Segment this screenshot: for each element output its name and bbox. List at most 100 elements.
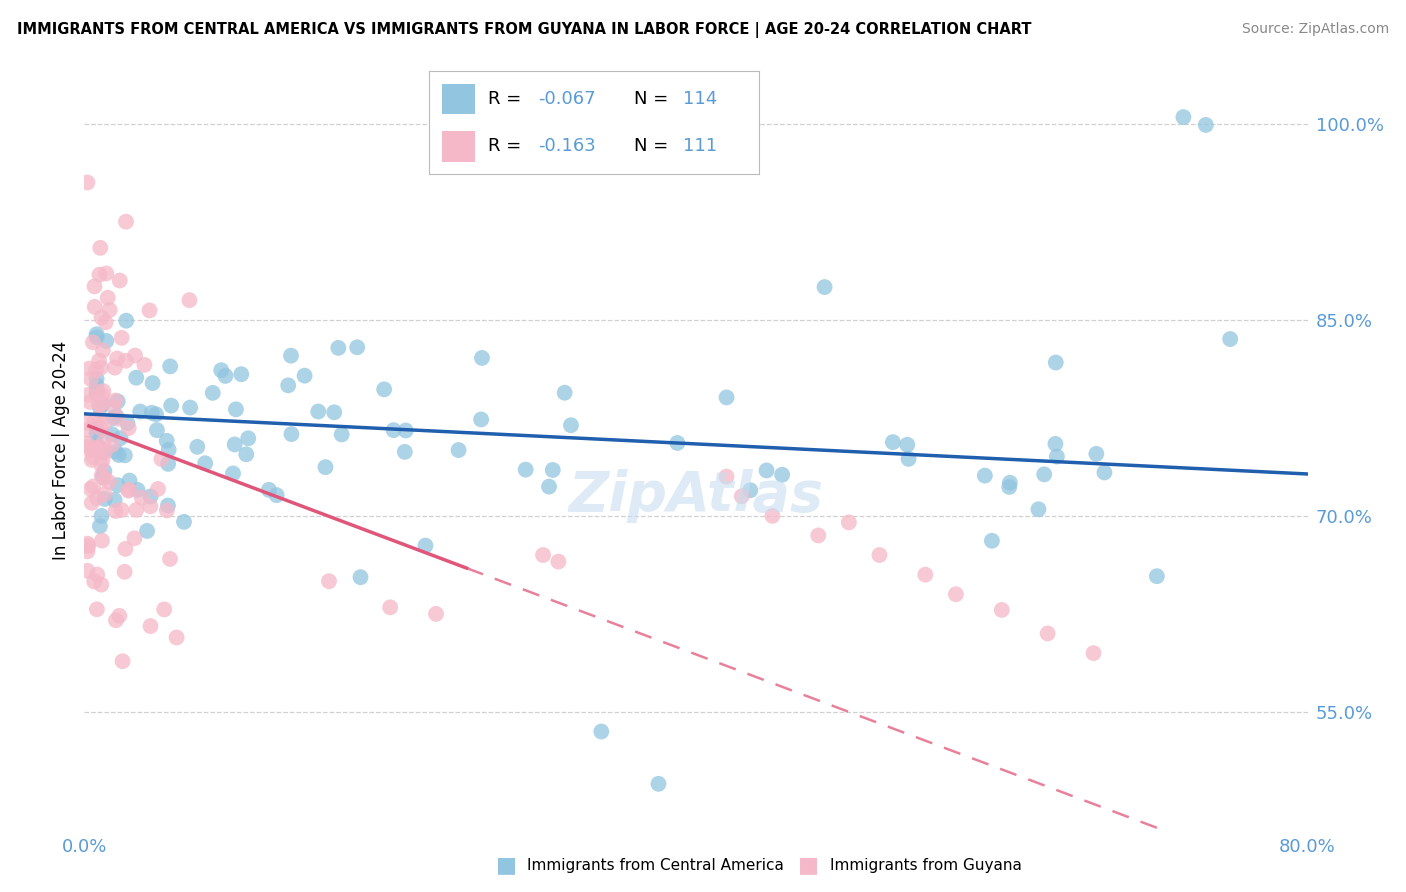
Point bbox=[238, 431, 260, 445]
Point bbox=[1219, 332, 1241, 346]
Point bbox=[108, 608, 131, 623]
Text: -0.067: -0.067 bbox=[538, 90, 596, 108]
Point bbox=[156, 503, 179, 517]
Point bbox=[209, 363, 232, 377]
Point bbox=[108, 273, 131, 287]
Point bbox=[1028, 502, 1050, 516]
Text: Immigrants from Guyana: Immigrants from Guyana bbox=[830, 858, 1021, 872]
Point bbox=[114, 448, 136, 462]
Point bbox=[93, 487, 115, 501]
Point bbox=[124, 349, 146, 363]
Point bbox=[328, 341, 350, 355]
Point bbox=[235, 447, 257, 461]
Point bbox=[94, 315, 117, 329]
Point bbox=[896, 438, 918, 452]
Point bbox=[394, 445, 416, 459]
Point bbox=[86, 567, 108, 582]
Point bbox=[104, 393, 127, 408]
Y-axis label: In Labor Force | Age 20-24: In Labor Force | Age 20-24 bbox=[52, 341, 70, 560]
Point bbox=[90, 468, 112, 483]
Point bbox=[373, 383, 395, 397]
Point bbox=[591, 724, 613, 739]
Point bbox=[84, 363, 107, 377]
Point bbox=[97, 291, 120, 305]
Point bbox=[114, 565, 136, 579]
Point bbox=[79, 395, 101, 409]
Point bbox=[76, 423, 98, 437]
Point bbox=[716, 391, 738, 405]
Point bbox=[980, 533, 1002, 548]
Point bbox=[83, 279, 105, 293]
Point bbox=[280, 349, 302, 363]
Point bbox=[541, 463, 564, 477]
Point bbox=[107, 448, 129, 462]
Point bbox=[90, 421, 112, 435]
Point bbox=[1036, 626, 1059, 640]
Point bbox=[105, 351, 128, 366]
Text: N =: N = bbox=[634, 90, 673, 108]
Point bbox=[647, 777, 669, 791]
Point bbox=[173, 515, 195, 529]
Point bbox=[77, 388, 100, 402]
Point bbox=[111, 654, 134, 668]
Point bbox=[80, 453, 103, 467]
Point bbox=[114, 541, 136, 556]
Point bbox=[94, 471, 117, 485]
Point bbox=[83, 415, 105, 429]
Point bbox=[104, 504, 127, 518]
Point bbox=[323, 405, 346, 419]
Bar bbox=[441, 131, 475, 161]
Text: Source: ZipAtlas.com: Source: ZipAtlas.com bbox=[1241, 22, 1389, 37]
Point bbox=[107, 411, 129, 425]
Point bbox=[560, 418, 582, 433]
Point bbox=[89, 268, 111, 282]
Point bbox=[93, 384, 115, 399]
Point bbox=[76, 564, 98, 578]
Point bbox=[91, 533, 114, 548]
Point bbox=[96, 267, 118, 281]
Point bbox=[90, 360, 112, 375]
Point bbox=[125, 503, 148, 517]
Text: 111: 111 bbox=[683, 137, 717, 155]
Point bbox=[129, 404, 152, 418]
Point bbox=[914, 567, 936, 582]
Point bbox=[755, 463, 778, 477]
Point bbox=[224, 437, 246, 451]
Point bbox=[1146, 569, 1168, 583]
Point bbox=[89, 410, 111, 425]
Point bbox=[103, 401, 125, 415]
Point bbox=[115, 313, 138, 327]
Point bbox=[1195, 118, 1218, 132]
Text: R =: R = bbox=[488, 90, 527, 108]
Point bbox=[86, 426, 108, 441]
Point bbox=[314, 460, 336, 475]
Point bbox=[76, 176, 98, 190]
Point bbox=[157, 442, 180, 457]
Text: Immigrants from Central America: Immigrants from Central America bbox=[527, 858, 785, 872]
Point bbox=[94, 491, 117, 506]
Point bbox=[214, 368, 236, 383]
Point bbox=[93, 464, 115, 478]
Point bbox=[107, 394, 129, 409]
Point bbox=[138, 303, 160, 318]
Point bbox=[1046, 450, 1069, 464]
Point bbox=[166, 631, 188, 645]
Point bbox=[76, 441, 98, 455]
Point bbox=[86, 440, 108, 454]
Point bbox=[222, 467, 245, 481]
Point bbox=[537, 480, 560, 494]
Text: R =: R = bbox=[488, 137, 527, 155]
Point bbox=[82, 450, 104, 465]
Point bbox=[146, 423, 169, 437]
Point bbox=[93, 435, 115, 450]
Point bbox=[882, 435, 904, 450]
Point bbox=[142, 376, 165, 390]
Point bbox=[86, 421, 108, 435]
Point bbox=[349, 570, 371, 584]
Point bbox=[118, 474, 141, 488]
Point bbox=[838, 516, 860, 530]
Point bbox=[80, 372, 103, 386]
Point bbox=[83, 443, 105, 458]
Point bbox=[89, 401, 111, 415]
Point bbox=[125, 370, 148, 384]
